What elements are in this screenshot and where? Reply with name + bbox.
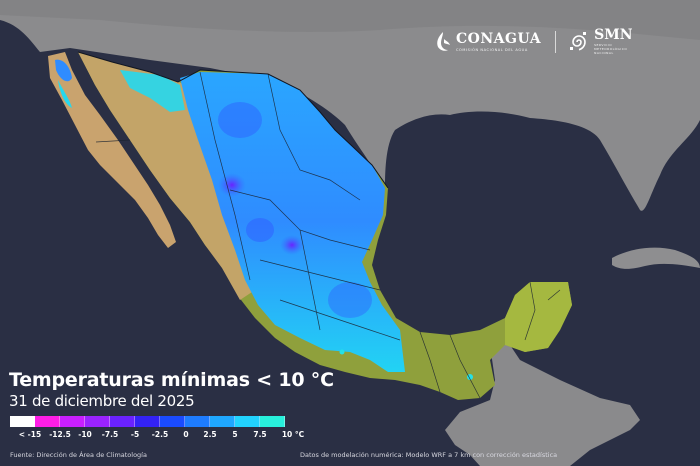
state-borders: [95, 71, 561, 399]
legend-tick: -12.5: [49, 430, 71, 439]
legend-tick: -2.5: [151, 430, 169, 439]
legend-tick: 7.5: [253, 430, 267, 439]
legend-swatch: [135, 416, 160, 427]
legend-swatch: [110, 416, 135, 427]
legend-tick: < -15: [18, 430, 42, 439]
legend-tick-labels: < -15 -12.5 -10 -7.5 -5 -2.5 0 2.5 5 7.5…: [10, 430, 310, 442]
legend-tick: -7.5: [101, 430, 119, 439]
cold-region: [180, 72, 405, 372]
smn-subtitle: SERVICIO METEOROLÓGICO NACIONAL: [594, 43, 628, 55]
legend-swatch: [185, 416, 210, 427]
conagua-name: CONAGUA: [456, 30, 542, 47]
legend-swatch: [35, 416, 60, 427]
map-date: 31 de diciembre del 2025: [9, 392, 195, 410]
map-title: Temperaturas mínimas < 10 °C: [9, 369, 334, 391]
conagua-emblem-icon: [437, 31, 450, 51]
smn-name: SMN: [594, 27, 633, 43]
legend-tick: -10: [78, 430, 92, 439]
conagua-logo: CONAGUA COMISIÓN NACIONAL DEL AGUA: [434, 31, 541, 53]
conagua-subtitle: COMISIÓN NACIONAL DEL AGUA: [456, 47, 528, 52]
legend-swatch: [260, 416, 285, 427]
logo-divider: [555, 30, 557, 53]
legend-swatch: [235, 416, 260, 427]
smn-logo: SMN SERVICIO METEOROLÓGICO NACIONAL: [568, 28, 634, 55]
source-note: Fuente: Dirección de Área de Climatologí…: [10, 451, 147, 459]
central-america-land: [445, 345, 640, 466]
legend-swatch: [160, 416, 185, 427]
cuba-land: [612, 247, 700, 269]
baja-california: [48, 52, 176, 248]
legend-tick: 2.5: [203, 430, 217, 439]
legend-tick: 10 °C: [281, 430, 305, 439]
legend-tick: 5: [232, 430, 238, 439]
legend-tick: -5: [130, 430, 140, 439]
legend-swatch: [210, 416, 235, 427]
legend-swatch: [85, 416, 110, 427]
legend-tick: 0: [183, 430, 189, 439]
color-legend: [10, 416, 285, 427]
model-note: Datos de modelación numérica: Modelo WRF…: [300, 451, 558, 459]
header-logos: CONAGUA COMISIÓN NACIONAL DEL AGUA SMN S…: [434, 28, 634, 55]
legend-swatch: [10, 416, 35, 427]
usa-land: [0, 0, 700, 211]
yucatan-peninsula: [505, 282, 572, 352]
smn-spiral-icon: [570, 31, 587, 50]
legend-swatch: [60, 416, 85, 427]
